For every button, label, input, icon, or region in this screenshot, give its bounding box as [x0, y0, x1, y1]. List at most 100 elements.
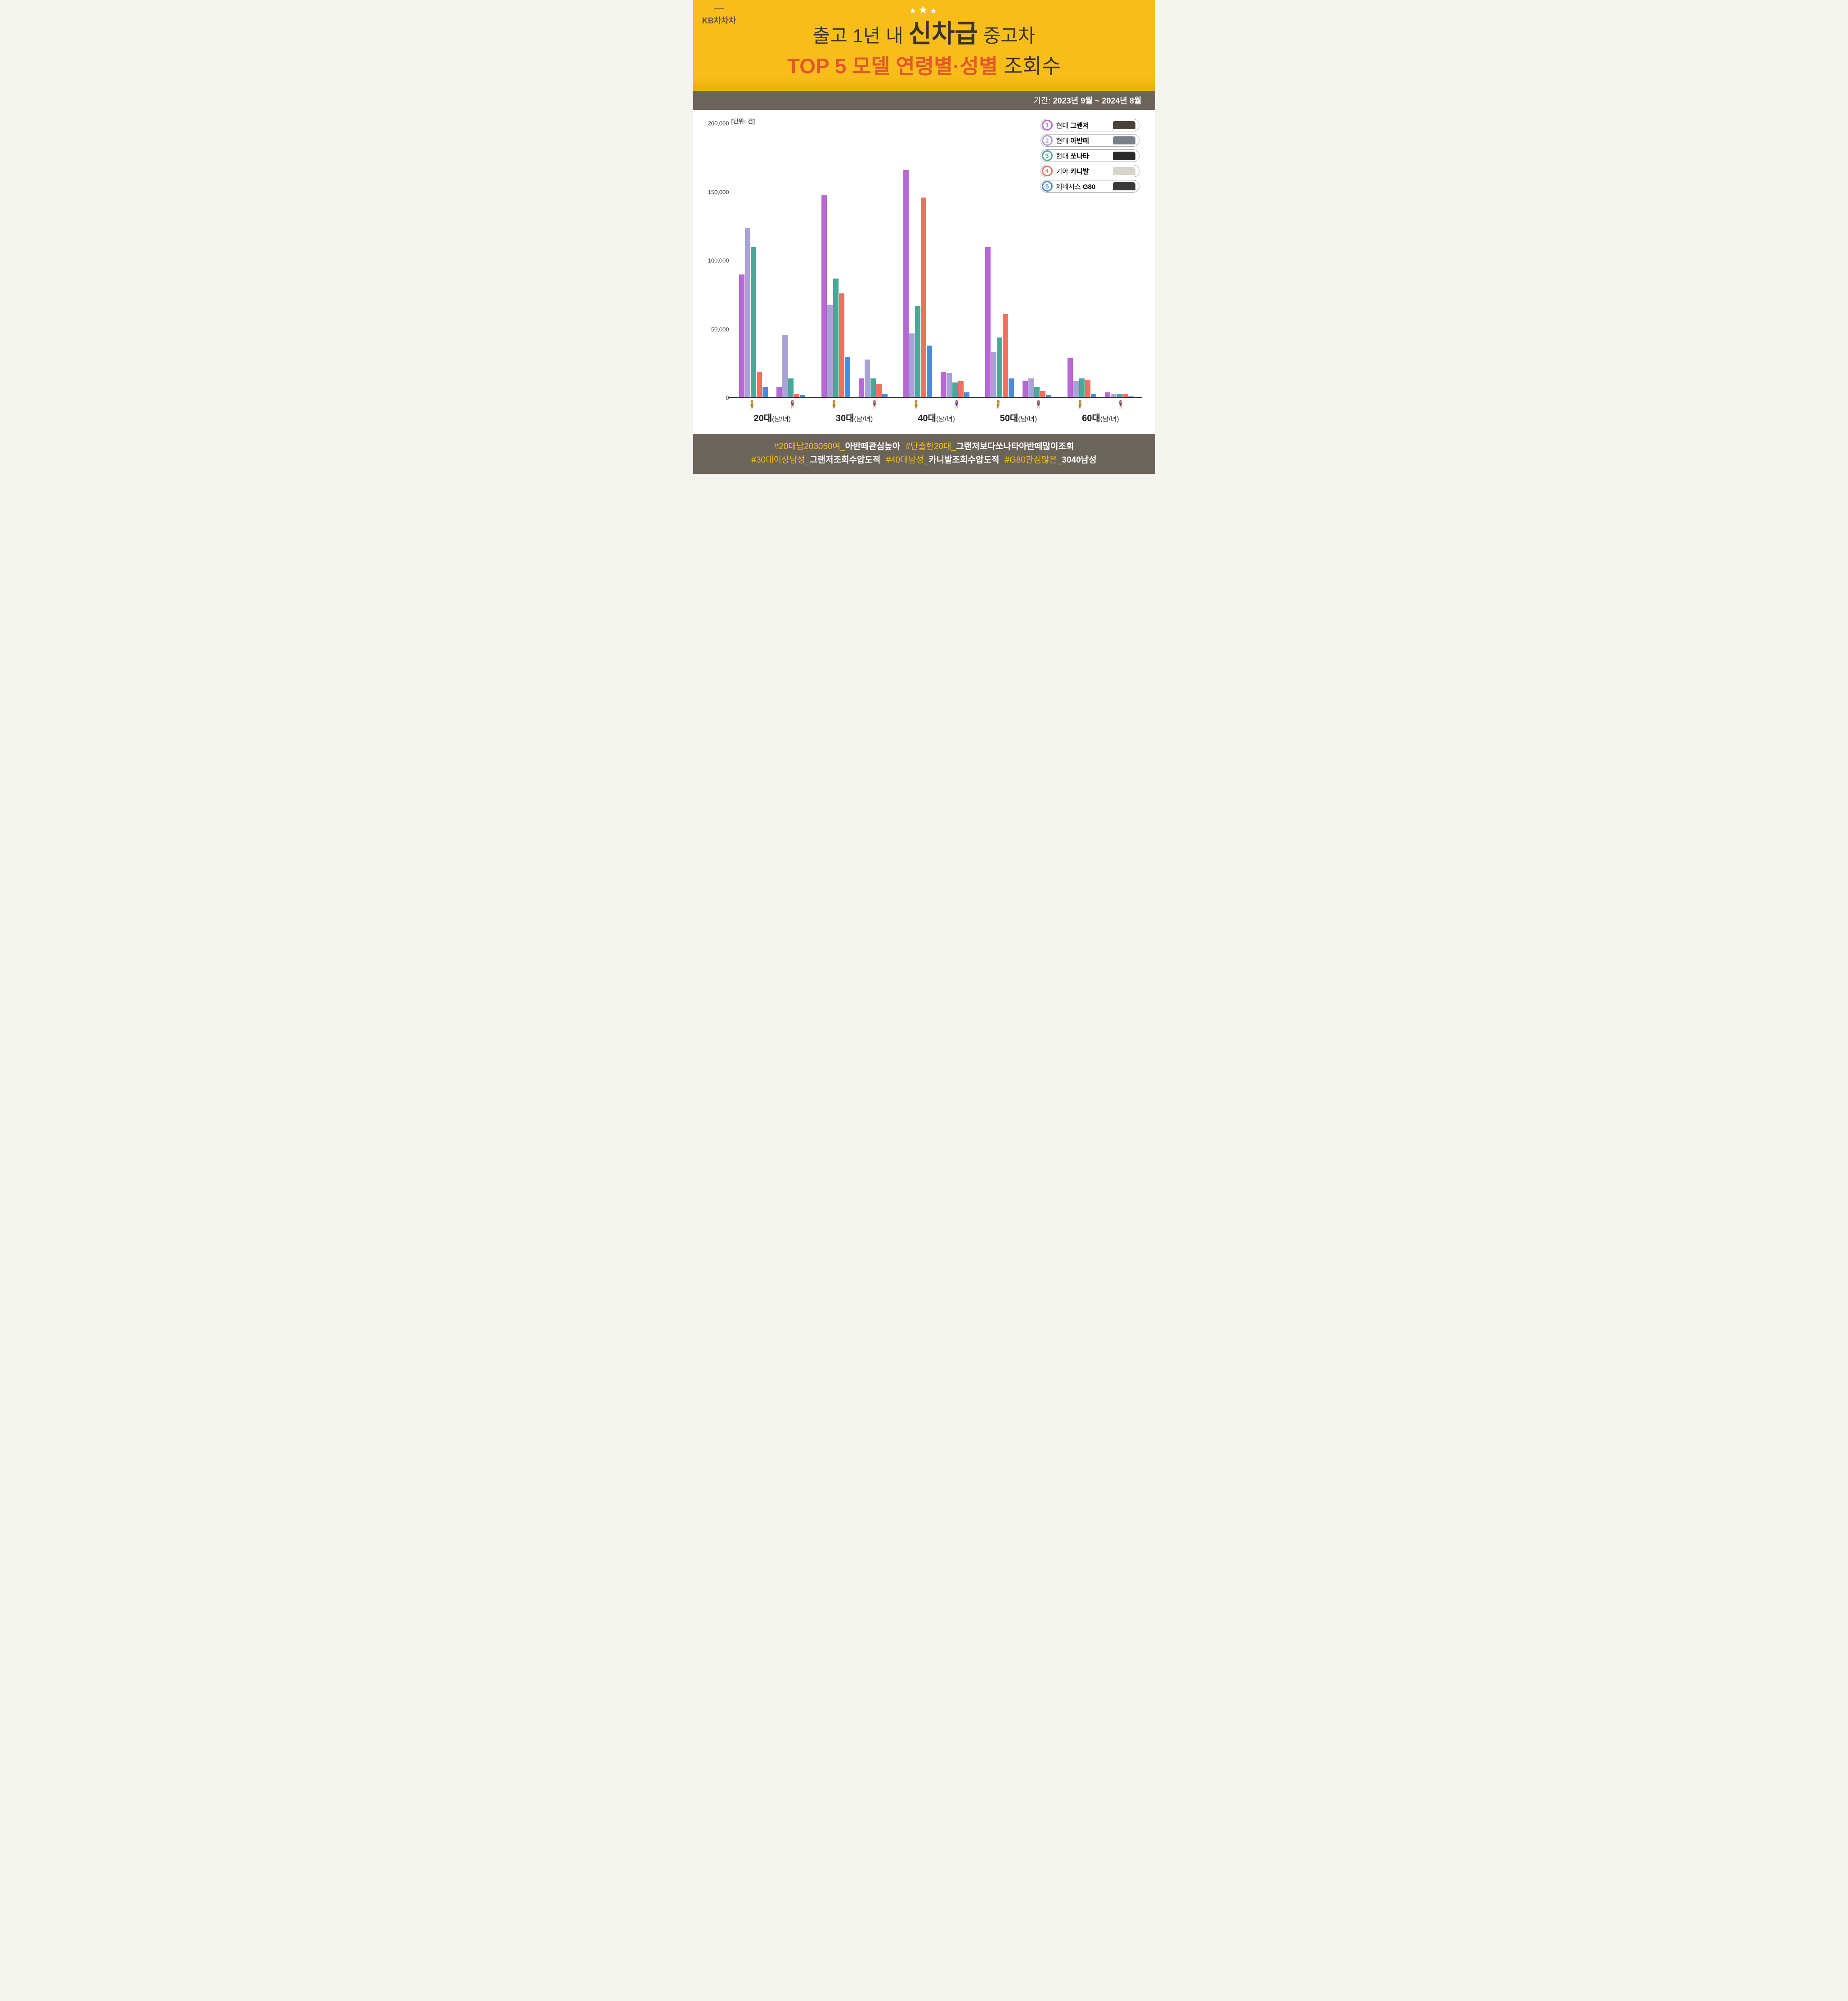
bar [827, 305, 833, 398]
bar [991, 352, 996, 398]
chart-area: [단위: 건] 050,000100,000150,000200,000 1현대… [693, 110, 1155, 434]
logo-brand: KB [702, 16, 714, 25]
bar [1028, 378, 1034, 398]
legend: 1현대 그랜저2현대 아반떼3현대 쏘나타4기아 카니발5제네시스 G80 [1041, 119, 1139, 195]
age-label: 50대(남/녀) [978, 411, 1059, 424]
legend-label: 기아 카니발 [1056, 166, 1113, 176]
bar [839, 293, 844, 398]
bar-group [736, 123, 809, 398]
logo-car-icon: ⌒⌒ [702, 7, 736, 14]
car-icon [1113, 167, 1135, 175]
bar [1009, 378, 1014, 398]
title-line-1: 출고 1년 내 신차급 중고차 [707, 13, 1142, 50]
bar [751, 247, 756, 398]
hashtag: #30대이상남성_그랜저조회수압도적 [751, 455, 880, 465]
car-icon [1113, 121, 1135, 129]
bar [739, 274, 745, 398]
bar [865, 360, 870, 398]
bar-group [817, 123, 891, 398]
bar [1073, 381, 1079, 398]
female-icon: 🧍‍♀️ [870, 400, 879, 409]
hashtag: #G80관심많은_3040남성 [1005, 455, 1096, 465]
hashtag: #단출한20대_그랜저보다쏘나타아반떼많이조회 [906, 442, 1074, 451]
x-group-label: 🧍 🧍‍♀️ 60대(남/녀) [1059, 400, 1141, 424]
car-icon [1113, 152, 1135, 160]
period-value: 2023년 9월 ~ 2024년 8월 [1053, 96, 1142, 105]
y-axis: 050,000100,000150,000200,000 [702, 123, 729, 398]
legend-label: 제네시스 G80 [1056, 182, 1113, 191]
bar [903, 170, 909, 398]
bar [859, 378, 864, 398]
age-label: 40대(남/녀) [895, 411, 977, 424]
legend-item: 2현대 아반떼 [1041, 134, 1139, 147]
bar [1034, 387, 1040, 398]
bar [876, 384, 882, 398]
title-line-2: TOP 5 모델 연령별·성별 조회수 [707, 50, 1142, 80]
bar [985, 247, 991, 398]
legend-rank: 4 [1042, 166, 1053, 176]
bar [870, 378, 876, 398]
x-group-label: 🧍 🧍‍♀️ 50대(남/녀) [978, 400, 1059, 424]
female-icon: 🧍‍♀️ [1116, 400, 1125, 409]
logo-product: 차차차 [714, 16, 736, 25]
bar [776, 387, 782, 398]
bar [997, 337, 1002, 398]
kb-logo: ⌒⌒ KB차차차 [702, 7, 736, 26]
hashtag: #20대남203050여_아반떼관심높아 [774, 442, 900, 451]
female-icon: 🧍‍♀️ [952, 400, 961, 409]
bar [1079, 378, 1085, 398]
male-icon: 🧍 [912, 400, 921, 409]
bar [909, 333, 915, 398]
bar [763, 387, 768, 398]
bar [1023, 381, 1028, 398]
female-icon: 🧍‍♀️ [1034, 400, 1043, 409]
x-group-label: 🧍 🧍‍♀️ 40대(남/녀) [895, 400, 977, 424]
bar [915, 306, 920, 398]
bar [845, 357, 850, 398]
male-icon: 🧍 [830, 400, 839, 409]
bar [952, 382, 958, 398]
stars-icon: ★★★ [909, 4, 939, 17]
male-icon: 🧍 [1076, 400, 1085, 409]
x-group-label: 🧍 🧍‍♀️ 30대(남/녀) [813, 400, 895, 424]
male-icon: 🧍 [994, 400, 1003, 409]
legend-label: 현대 쏘나타 [1056, 151, 1113, 161]
bar [946, 373, 952, 398]
hashtag: #40대남성_카니발조회수압도적 [886, 455, 999, 465]
legend-label: 현대 그랜저 [1056, 121, 1113, 130]
bar [788, 378, 794, 398]
header-banner: ⌒⌒ KB차차차 ★★★ 출고 1년 내 신차급 중고차 TOP 5 모델 연령… [693, 0, 1155, 91]
y-tick: 0 [726, 395, 729, 401]
male-icon: 🧍 [748, 400, 757, 409]
bar [757, 372, 762, 398]
bar [1085, 380, 1090, 398]
age-label: 30대(남/녀) [813, 411, 895, 424]
y-tick: 200,000 [708, 120, 729, 127]
legend-item: 1현대 그랜저 [1041, 119, 1139, 131]
bar [1068, 358, 1073, 398]
legend-item: 5제네시스 G80 [1041, 180, 1139, 193]
bar [833, 279, 839, 398]
legend-rank: 2 [1042, 135, 1053, 146]
bar [921, 198, 926, 398]
legend-label: 현대 아반떼 [1056, 136, 1113, 145]
hashtag-bar: #20대남203050여_아반떼관심높아 #단출한20대_그랜저보다쏘나타아반떼많… [693, 434, 1155, 474]
age-label: 20대(남/녀) [731, 411, 813, 424]
bar [745, 228, 750, 398]
bar [958, 381, 964, 398]
car-icon [1113, 136, 1135, 144]
period-label: 기간: [1034, 96, 1053, 105]
y-tick: 150,000 [708, 189, 729, 195]
bar-group [899, 123, 973, 398]
female-icon: 🧍‍♀️ [788, 400, 797, 409]
y-tick: 50,000 [711, 326, 729, 333]
car-icon [1113, 182, 1135, 190]
bar [927, 346, 932, 398]
legend-item: 3현대 쏘나타 [1041, 149, 1139, 162]
legend-rank: 1 [1042, 120, 1053, 130]
legend-rank: 3 [1042, 150, 1053, 161]
period-bar: 기간: 2023년 9월 ~ 2024년 8월 [693, 91, 1155, 110]
x-group-label: 🧍 🧍‍♀️ 20대(남/녀) [731, 400, 813, 424]
age-label: 60대(남/녀) [1059, 411, 1141, 424]
bar [821, 195, 827, 398]
